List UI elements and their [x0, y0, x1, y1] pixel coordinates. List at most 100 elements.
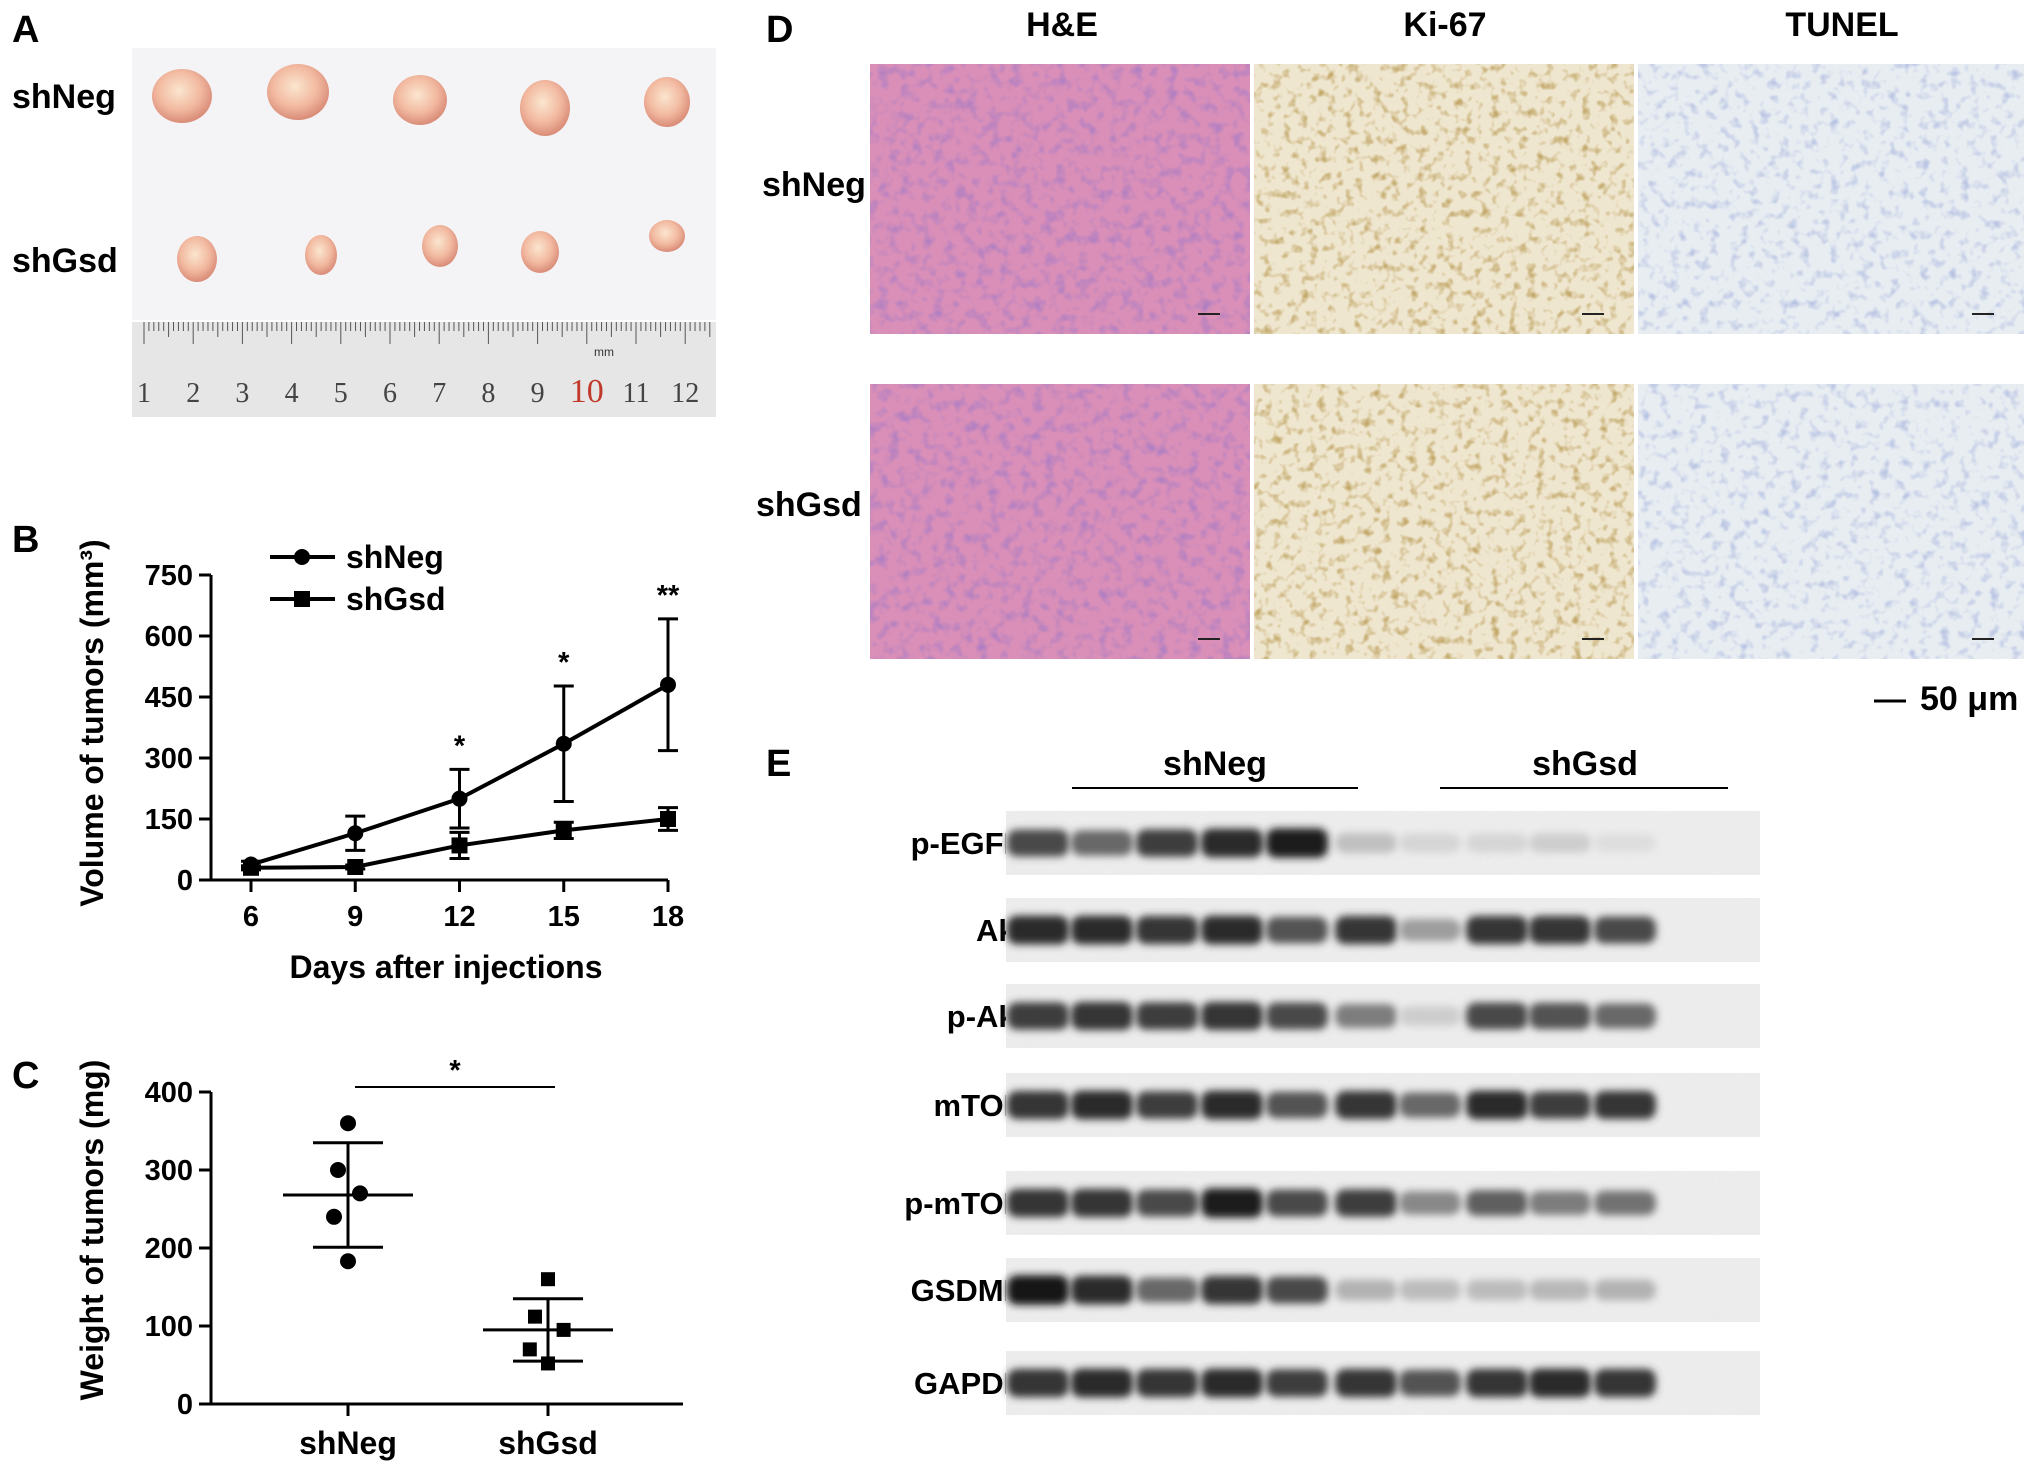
blot-band: [1335, 1368, 1397, 1398]
blot-band: [1266, 1276, 1328, 1304]
histology-image-shneg-ki67: [1254, 64, 1634, 334]
ruler-number: 4: [285, 378, 299, 409]
blot-band: [1071, 1001, 1133, 1031]
ruler: mm 1 2 3 4 5 6 7 8 9 10 11 12: [132, 322, 716, 417]
tumor-specimen: [305, 235, 337, 275]
chart-b-ytick-label: 600: [145, 621, 193, 653]
histology-column-tunel: TUNEL: [1785, 6, 1898, 44]
blot-band: [1136, 915, 1198, 945]
histology-row-shneg: shNeg: [762, 166, 866, 204]
chart-b-point: [451, 837, 468, 854]
histology-image-shneg-he: [870, 64, 1250, 334]
histology-tile-texture: [1638, 384, 2024, 659]
histology-row-shgsd: shGsd: [756, 486, 862, 524]
blot-band: [1466, 1279, 1528, 1301]
chart-b-ytick-label: 450: [145, 682, 193, 714]
tumor-specimen: [422, 225, 458, 267]
tumor-specimen: [520, 80, 570, 136]
blot-band: [1071, 830, 1133, 856]
ruler-number: 9: [531, 378, 545, 409]
chart-b-significance-marker: *: [558, 647, 570, 679]
tumor-specimen: [644, 77, 690, 127]
blot-band: [1529, 915, 1591, 945]
panel-b: B Volume of tumors (mm³) Days after inje…: [12, 519, 684, 985]
blot-band: [1335, 832, 1397, 854]
histology-tile-texture: [1254, 384, 1634, 659]
blot-band: [1007, 829, 1069, 857]
panel-letter-d: D: [766, 9, 793, 51]
blot-band: [1594, 1003, 1656, 1029]
blot-band: [1007, 1090, 1069, 1120]
blot-band: [1201, 1275, 1263, 1305]
chart-c-point: [352, 1185, 368, 1202]
blot-band: [1594, 1190, 1656, 1216]
chart-b-ytick-label: 0: [177, 865, 193, 897]
chart-c-point: [556, 1322, 571, 1337]
chart-b-legend-label: shGsd: [346, 581, 446, 617]
blot-band: [1266, 1002, 1328, 1030]
blot-band: [1399, 1006, 1461, 1026]
blot-band: [1071, 1275, 1133, 1305]
panel-a-row-label-shgsd: shGsd: [12, 242, 118, 280]
blot-band: [1007, 1275, 1069, 1305]
blot-band: [1201, 1090, 1263, 1120]
blot-band: [1335, 1189, 1397, 1217]
blot-band: [1335, 915, 1397, 945]
histology-image-shgsd-he: [870, 384, 1250, 659]
chart-b-significance-marker: *: [454, 730, 466, 762]
tumor-specimen: [152, 69, 212, 123]
blot-band: [1529, 833, 1591, 853]
blot-band: [1136, 829, 1198, 857]
blot-row-p-egfr: p-EGFR: [911, 811, 1760, 875]
blot-band: [1201, 1368, 1263, 1398]
chart-c-ytick-label: 0: [177, 1389, 193, 1421]
blot-band: [1007, 1368, 1069, 1398]
chart-c-point: [340, 1253, 356, 1270]
chart-c-point: [330, 1162, 346, 1178]
panel-letter-a: A: [12, 9, 39, 51]
blot-band: [1594, 833, 1656, 853]
ruler-number: 8: [481, 378, 495, 409]
blot-band: [1466, 833, 1528, 853]
blot-band: [1594, 916, 1656, 944]
blot-band: [1594, 1368, 1656, 1398]
blot-row-p-akt: p-Akt: [947, 984, 1760, 1048]
chart-b-legend-marker: [294, 549, 310, 565]
blot-band: [1466, 1002, 1528, 1030]
panel-d: D H&E Ki-67 TUNEL shNeg shGsd 50 μm: [756, 6, 2024, 718]
blot-row-akt: Akt: [976, 898, 1760, 962]
ruler-numbers: 1 2 3 4 5 6 7 8 9 10 11 12: [137, 373, 699, 410]
histology-grid: [870, 64, 2024, 659]
chart-c-point: [326, 1208, 342, 1225]
chart-b-ytick-label: 300: [145, 743, 193, 775]
chart-c-ylabel: Weight of tumors (mg): [74, 1060, 110, 1401]
histology-image-shneg-tunel: [1638, 64, 2024, 334]
blot-band: [1266, 1369, 1328, 1397]
blot-band: [1007, 1188, 1069, 1218]
panel-a: A shNeg shGsd mm 1 2 3 4 5 6 7 8 9 10 11 12: [12, 9, 716, 417]
blot-band: [1529, 1368, 1591, 1398]
histology-image-shgsd-ki67: [1254, 384, 1634, 659]
chart-c-ytick-label: 200: [145, 1233, 193, 1265]
tumor-photo-row-shneg: [152, 64, 690, 136]
blot-band: [1007, 1002, 1069, 1030]
blot-band: [1399, 1369, 1461, 1397]
chart-b-significance-marker: **: [657, 580, 680, 612]
ruler-number: 7: [432, 378, 446, 409]
chart-b-point: [555, 735, 572, 752]
blot-band: [1136, 1091, 1198, 1119]
blot-band: [1594, 1279, 1656, 1301]
chart-c-point: [541, 1272, 555, 1287]
chart-b-point: [451, 790, 468, 807]
panel-letter-c: C: [12, 1055, 39, 1097]
panel-e: E shNeg shGsd p-EGFR Akt p-Akt mTOR p-mTOR GS…: [766, 743, 1760, 1415]
histology-tile-texture: [1638, 64, 2024, 334]
chart-b-xtick-label: 6: [243, 901, 259, 933]
ruler-ticks: [143, 322, 711, 344]
chart-b-point: [347, 858, 364, 875]
chart-b-ylabel: Volume of tumors (mm³): [74, 539, 110, 906]
ruler-number: 5: [334, 378, 348, 409]
chart-b-legend-label: shNeg: [346, 539, 444, 575]
